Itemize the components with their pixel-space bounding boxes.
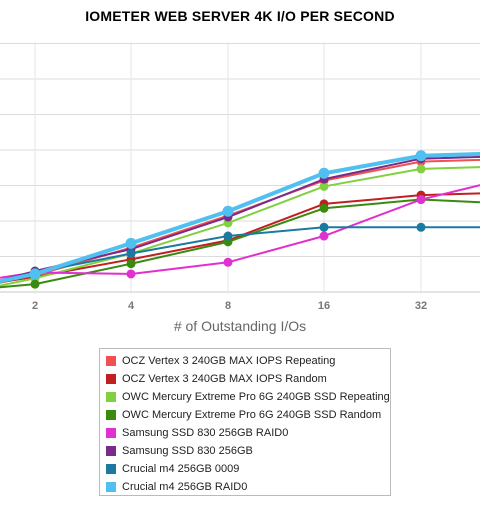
- data-point[interactable]: [223, 257, 233, 267]
- legend: OCZ Vertex 3 240GB MAX IOPS Repeating OCZ…: [99, 348, 391, 496]
- legend-label: OCZ Vertex 3 240GB MAX IOPS Random: [122, 373, 327, 385]
- legend-swatch: [106, 446, 116, 456]
- legend-label: Crucial m4 256GB 0009: [122, 463, 240, 475]
- legend-item[interactable]: OWC Mercury Extreme Pro 6G 240GB SSD Ran…: [106, 406, 390, 424]
- legend-label: Samsung SSD 830 256GB RAID0: [122, 427, 289, 439]
- legend-item[interactable]: OCZ Vertex 3 240GB MAX IOPS Random: [106, 370, 390, 388]
- plot-area: 2 4 8 16 32: [0, 42, 480, 312]
- legend-label: OWC Mercury Extreme Pro 6G 240GB SSD Ran…: [122, 409, 382, 421]
- legend-swatch: [106, 356, 116, 366]
- data-point[interactable]: [30, 279, 40, 289]
- chart-title: IOMETER WEB SERVER 4K I/O PER SECOND: [85, 8, 395, 24]
- legend-item[interactable]: OCZ Vertex 3 240GB MAX IOPS Repeating: [106, 352, 390, 370]
- legend-swatch: [106, 482, 116, 492]
- x-tick-label: 16: [318, 300, 330, 312]
- data-point[interactable]: [319, 231, 329, 241]
- data-point[interactable]: [29, 268, 41, 280]
- legend-label: OCZ Vertex 3 240GB MAX IOPS Repeating: [122, 355, 336, 367]
- x-axis-label: # of Outstanding I/Os: [173, 318, 307, 334]
- legend-swatch: [106, 464, 116, 474]
- x-tick-label: 2: [32, 300, 38, 312]
- data-point[interactable]: [126, 259, 136, 269]
- legend-label: OWC Mercury Extreme Pro 6G 240GB SSD Rep…: [122, 391, 390, 403]
- legend-item[interactable]: Crucial m4 256GB RAID0: [106, 478, 390, 496]
- series-line: [0, 158, 480, 284]
- data-point[interactable]: [125, 237, 137, 249]
- series-lines: [0, 150, 480, 289]
- data-point[interactable]: [319, 203, 329, 213]
- data-point[interactable]: [222, 205, 234, 217]
- data-point[interactable]: [319, 181, 329, 191]
- legend-swatch: [106, 392, 116, 402]
- legend-item[interactable]: Samsung SSD 830 256GB RAID0: [106, 424, 390, 442]
- data-point[interactable]: [126, 269, 136, 279]
- data-point[interactable]: [126, 249, 136, 259]
- legend-swatch: [106, 374, 116, 384]
- data-point[interactable]: [318, 167, 330, 179]
- data-point[interactable]: [415, 150, 427, 162]
- x-tick-label: 8: [225, 300, 231, 312]
- data-point[interactable]: [319, 222, 329, 232]
- series-7: [0, 222, 480, 282]
- series-4: [0, 195, 480, 289]
- data-point[interactable]: [416, 164, 426, 174]
- data-point[interactable]: [416, 222, 426, 232]
- legend-item[interactable]: Crucial m4 256GB 0009: [106, 460, 390, 478]
- x-tick-label: 4: [128, 300, 135, 312]
- legend-swatch: [106, 428, 116, 438]
- x-axis: 2 4 8 16 32: [32, 300, 427, 312]
- legend-item[interactable]: OWC Mercury Extreme Pro 6G 240GB SSD Rep…: [106, 388, 390, 406]
- legend-swatch: [106, 410, 116, 420]
- x-tick-label: 32: [415, 300, 427, 312]
- legend-label: Samsung SSD 830 256GB: [122, 445, 253, 457]
- series-8: [0, 150, 480, 284]
- data-point[interactable]: [416, 195, 426, 205]
- gridlines: [0, 42, 480, 294]
- legend-item[interactable]: Samsung SSD 830 256GB: [106, 442, 390, 460]
- data-point[interactable]: [223, 231, 233, 241]
- legend-label: Crucial m4 256GB RAID0: [122, 481, 248, 493]
